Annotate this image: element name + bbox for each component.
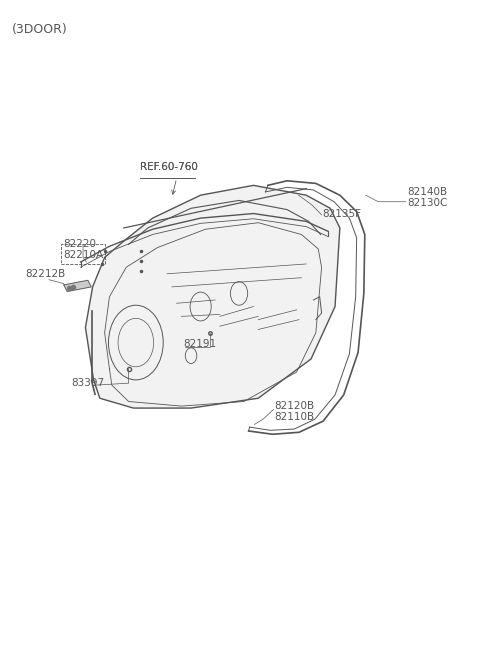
Text: 82140B: 82140B — [407, 187, 447, 196]
Text: 82120B: 82120B — [275, 401, 315, 411]
Text: 82110B: 82110B — [275, 413, 315, 422]
Polygon shape — [64, 280, 91, 291]
Text: 82130C: 82130C — [407, 198, 447, 208]
Text: 82210A: 82210A — [63, 250, 104, 260]
Text: 82220: 82220 — [63, 239, 96, 249]
Text: 83397: 83397 — [71, 378, 104, 388]
Text: REF.60-760: REF.60-760 — [140, 162, 198, 172]
Text: 82191: 82191 — [183, 339, 216, 349]
Text: 82135F: 82135F — [323, 210, 361, 219]
Text: 82212B: 82212B — [25, 269, 65, 279]
Polygon shape — [85, 185, 340, 408]
Text: REF.60-760: REF.60-760 — [140, 162, 198, 172]
Text: (3DOOR): (3DOOR) — [12, 23, 68, 36]
